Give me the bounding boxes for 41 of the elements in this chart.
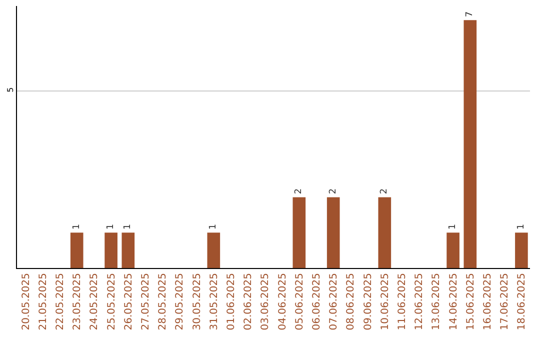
data-label: 2 bbox=[380, 188, 390, 194]
x-tick-label: 01.06.2025 bbox=[226, 273, 237, 330]
x-tick-label: 16.06.2025 bbox=[482, 273, 494, 330]
x-tick-label: 07.06.2025 bbox=[328, 273, 340, 330]
x-tick-label: 14.06.2025 bbox=[448, 273, 460, 330]
data-label: 7 bbox=[465, 11, 476, 18]
data-label: 2 bbox=[294, 188, 304, 194]
x-tick-label: 05.06.2025 bbox=[294, 273, 306, 330]
data-label: 1 bbox=[72, 224, 82, 230]
x-tick-label: 29.05.2025 bbox=[174, 273, 186, 330]
data-label: 1 bbox=[516, 224, 526, 230]
data-label: 1 bbox=[448, 224, 458, 230]
x-tick-label: 22.05.2025 bbox=[55, 273, 66, 330]
x-tick-label: 20.05.2025 bbox=[20, 273, 32, 330]
x-tick-label: 24.05.2025 bbox=[89, 273, 100, 330]
y-tick-label: 5 bbox=[6, 87, 15, 92]
x-tick-label: 31.05.2025 bbox=[208, 273, 220, 330]
x-tick-label: 15.06.2025 bbox=[465, 273, 476, 330]
x-tick-label: 17.06.2025 bbox=[500, 273, 511, 330]
data-label: 1 bbox=[208, 224, 219, 230]
x-tick-label: 28.05.2025 bbox=[158, 273, 169, 330]
x-tick-label: 02.06.2025 bbox=[243, 273, 254, 330]
x-tick-label: 26.05.2025 bbox=[123, 273, 134, 330]
x-tick-label: 23.05.2025 bbox=[72, 273, 84, 330]
x-tick-label: 12.06.2025 bbox=[414, 273, 426, 330]
data-label: 1 bbox=[106, 224, 116, 230]
data-label: 2 bbox=[328, 188, 338, 194]
x-tick-label: 27.05.2025 bbox=[140, 273, 152, 330]
x-tick-label: 06.06.2025 bbox=[312, 273, 322, 330]
x-tick-label: 11.06.2025 bbox=[397, 273, 408, 330]
x-tick-label: 30.05.2025 bbox=[192, 273, 203, 330]
x-tick-label: 13.06.2025 bbox=[431, 273, 442, 330]
x-tick-label: 04.06.2025 bbox=[277, 273, 288, 330]
x-tick-label: 03.06.2025 bbox=[260, 273, 272, 330]
data-label: 1 bbox=[123, 224, 134, 230]
x-tick-label: 09.06.2025 bbox=[362, 273, 374, 330]
x-tick-label: 10.06.2025 bbox=[380, 273, 391, 330]
x-tick-label: 18.06.2025 bbox=[516, 273, 528, 330]
x-tick-label: 25.05.2025 bbox=[106, 273, 118, 330]
x-tick-label: 08.06.2025 bbox=[346, 273, 357, 330]
x-tick-label: 21.05.2025 bbox=[38, 273, 49, 330]
